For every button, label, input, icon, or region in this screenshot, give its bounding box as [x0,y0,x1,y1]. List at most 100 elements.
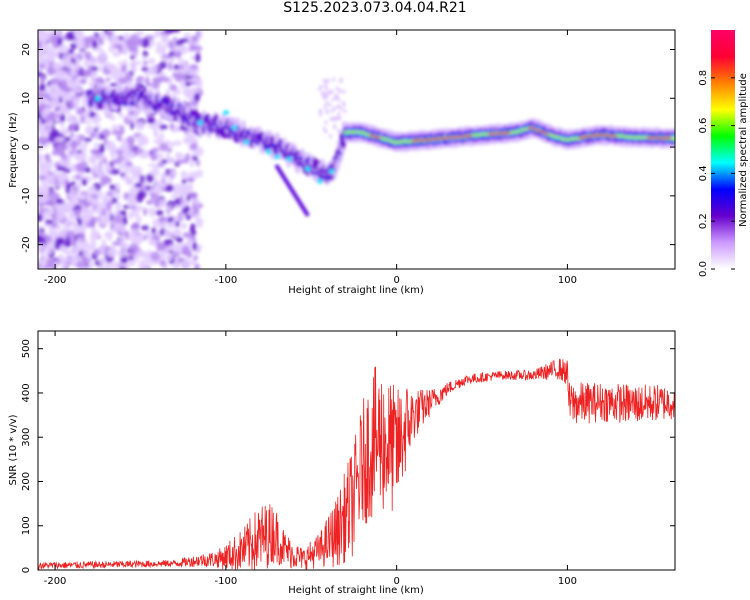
noise-blob [55,232,65,238]
noise-blob [43,223,52,228]
noise-blob [81,215,88,225]
noise-blob [43,142,49,148]
snr-y-axis-label: SNR (10 * v/v) [8,414,19,485]
noise-blob [342,89,346,94]
noise-blob [333,106,337,111]
noise-blob [129,55,135,60]
noise-blob [160,159,168,164]
noise-blob [175,153,186,158]
noise-blob [142,60,149,65]
noise-blob [38,213,44,222]
spectrogram-x-tick-label: 100 [558,275,577,286]
noise-blob [70,142,77,149]
noise-blob [161,221,166,230]
noise-blob [186,239,192,248]
noise-blob [63,241,72,248]
noise-blob [112,43,123,49]
noise-blob [51,150,58,156]
noise-blob [106,30,117,33]
ridge-blob [222,110,229,116]
noise-blob [74,64,81,71]
noise-blob [38,224,42,230]
noise-blob [326,78,330,83]
noise-blob [183,183,193,191]
colorbar-tick-label: 0.4 [698,165,709,181]
noise-blob [44,235,52,244]
noise-blob [80,115,86,124]
noise-blob [81,70,91,75]
noise-blob [101,128,111,138]
noise-blob [38,195,49,204]
noise-blob [116,134,122,142]
noise-blob [41,103,46,111]
noise-blob [63,136,71,143]
noise-blob [174,229,181,238]
noise-blob [89,131,96,139]
noise-blob [191,242,198,251]
noise-blob [193,254,198,261]
noise-blob [109,184,116,191]
noise-blob [174,261,181,269]
noise-blob [78,38,83,49]
noise-blob [39,83,46,92]
snr-y-tick-label: 500 [21,339,32,358]
noise-blob [129,151,137,159]
noise-blob [143,265,149,269]
noise-blob [152,219,161,228]
noise-blob [151,227,156,235]
noise-blob [143,207,148,217]
noise-blob [99,256,107,266]
noise-blob [118,112,124,118]
noise-blob [71,180,76,186]
snr-x-ticks: -200 -100 0 100 [44,331,577,587]
noise-blob [83,137,92,143]
spectrogram-y-tick-label: 10 [21,92,32,105]
spectrogram-frame [37,29,676,270]
noise-blob [56,142,66,153]
noise-blob [176,237,184,244]
noise-blob [87,185,97,196]
noise-blob [166,147,173,153]
noise-blob [324,129,328,134]
noise-blob [341,100,345,105]
noise-blob [62,171,68,179]
noise-blob [97,265,107,269]
noise-blob [128,259,136,267]
noise-blob [38,127,47,137]
noise-blob [327,91,331,96]
noise-blob [38,136,47,144]
noise-blob [120,258,129,264]
noise-blob [123,217,128,226]
noise-blob [55,198,63,205]
noise-blob [169,204,174,210]
snr-x-axis-label: Height of straight line (km) [288,585,424,596]
noise-blob [193,263,201,269]
spectrogram-x-ticks: -200 -100 0 100 [44,30,577,286]
noise-blob [115,194,122,199]
noise-blob [157,217,166,222]
ridge-blob [316,178,323,184]
noise-blob [118,144,128,151]
noise-blob [111,261,120,269]
noise-blob [178,195,184,205]
noise-blob [172,36,178,42]
noise-blob [99,247,105,254]
noise-blob [330,89,334,94]
noise-blob [141,67,149,72]
noise-blob [48,55,54,62]
noise-blob [115,201,122,211]
noise-blob [118,225,127,234]
spectrogram-y-tick-label: -20 [21,236,32,252]
noise-blob [68,48,75,54]
spectrogram-x-tick-label: -200 [44,275,67,286]
noise-blob [55,236,65,245]
noise-blob [191,204,197,211]
noise-blob [195,30,201,38]
noise-blob [74,78,82,85]
noise-blob [80,193,87,200]
noise-blob [54,162,61,168]
noise-blob [63,249,69,255]
noise-blob [324,120,328,125]
spectrogram-x-tick-label: -100 [215,275,238,286]
noise-blob [138,237,145,243]
